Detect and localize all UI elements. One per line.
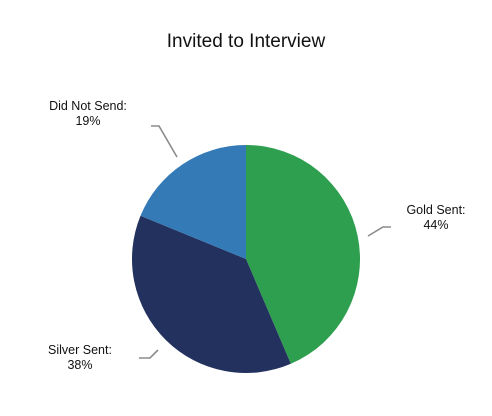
- pie-slice-did-not-send: [140, 145, 246, 259]
- leader-line-did-not-send: [151, 125, 178, 158]
- slice-label-silver-sent: Silver Sent: 38%: [48, 343, 112, 372]
- pie-slice-gold-sent: [246, 145, 361, 364]
- pie-slices: [131, 145, 361, 374]
- slice-label-gold-sent: Gold Sent: 44%: [406, 203, 465, 232]
- leader-line-gold-sent: [367, 226, 391, 237]
- slice-label-name: Gold Sent:: [406, 203, 465, 217]
- slice-label-name: Did Not Send:: [49, 99, 127, 113]
- chart-title: Invited to Interview: [167, 31, 326, 52]
- pie-slice-silver-sent: [131, 215, 291, 374]
- slice-labels: Gold Sent: 44% Silver Sent: 38% Did Not Send…: [48, 99, 466, 372]
- leader-lines: [139, 125, 391, 359]
- slice-label-value: 44%: [423, 218, 448, 232]
- leader-line-silver-sent: [139, 349, 159, 359]
- slice-label-did-not-send: Did Not Send: 19%: [49, 99, 127, 128]
- slice-label-value: 19%: [75, 114, 100, 128]
- slice-label-name: Silver Sent:: [48, 343, 112, 357]
- slice-label-value: 38%: [67, 358, 92, 372]
